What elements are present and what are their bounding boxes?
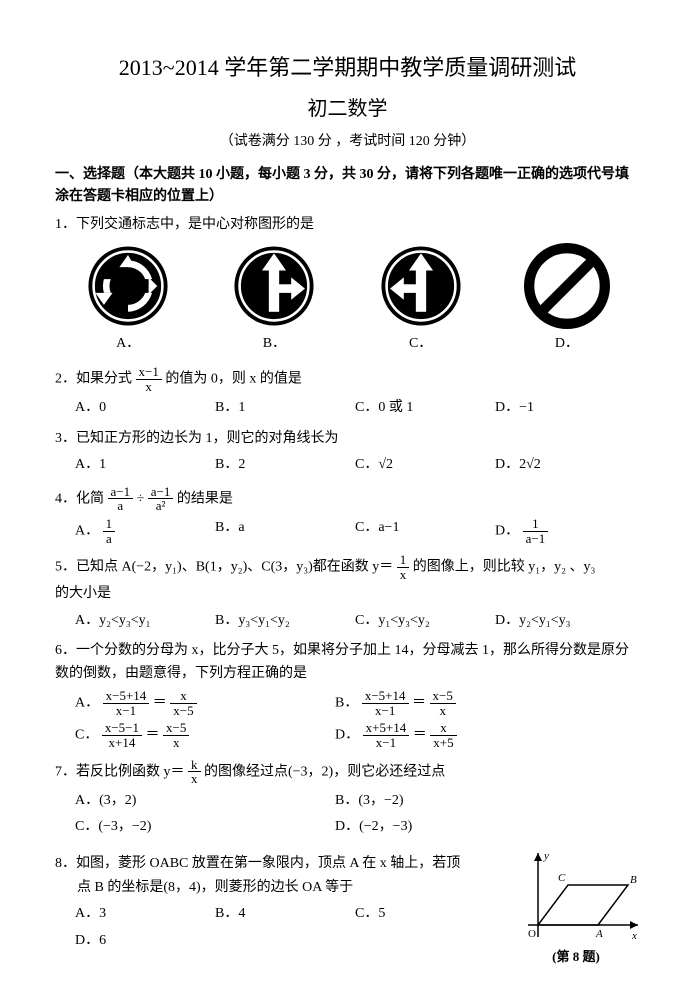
- question-1: 1．下列交通标志中，是中心对称图形的是: [55, 214, 640, 236]
- q3-option-a: A．1: [75, 452, 215, 478]
- q1-signs: A． B． C．: [55, 243, 640, 355]
- q4-option-b: B．a: [215, 515, 355, 547]
- q2-option-b: B．1: [215, 395, 355, 421]
- sign-a-roundabout-icon: [85, 243, 171, 329]
- q5-option-b: B．y₃<y₁<y₂: [215, 608, 355, 634]
- question-4: 4．化简 a−1a ÷ a−1a² 的结果是: [55, 485, 640, 513]
- svg-text:B: B: [630, 874, 637, 886]
- q8-caption: (第 8 题): [512, 947, 640, 968]
- question-2: 2．如果分式 x−1x 的值为 0，则 x 的值是: [55, 365, 640, 393]
- q6-option-d: D． x+5+14x−1 ＝ xx+5: [335, 719, 595, 751]
- q5-option-a: A．y₂<y₃<y₁: [75, 608, 215, 634]
- question-8-line1: 8．如图，菱形 OABC 放置在第一象限内，顶点 A 在 x 轴上，若顶: [55, 853, 512, 875]
- sign-b-straight-right-icon: [231, 243, 317, 329]
- q6-option-c: C． x−5−1x+14 ＝ x−5x: [75, 719, 335, 751]
- q7-option-a: A．(3，2): [75, 788, 335, 814]
- q7-options: A．(3，2) B．(3，−2) C．(−3，−2) D．(−2，−3): [75, 788, 640, 841]
- svg-text:x: x: [631, 930, 637, 942]
- q2-option-d: D．−1: [495, 395, 635, 421]
- q4-option-d: D． 1a−1: [495, 515, 635, 547]
- q8-options: A．3 B．4 C．5 D．6: [75, 901, 512, 954]
- q2-option-c: C．0 或 1: [355, 395, 495, 421]
- question-6: 6．一个分数的分母为 x，比分子大 5，如果将分子加上 14，分母减去 1，那么…: [55, 640, 640, 685]
- svg-text:A: A: [595, 928, 603, 940]
- svg-text:C: C: [558, 872, 566, 884]
- q6-options: A． x−5+14x−1 ＝ xx−5 B． x−5+14x−1 ＝ x−5x …: [75, 687, 640, 752]
- q7-option-d: D．(−2，−3): [335, 814, 595, 840]
- svg-text:y: y: [543, 850, 549, 862]
- exam-title: 2013~2014 学年第二学期期中教学质量调研测试: [55, 50, 640, 85]
- question-7: 7．若反比例函数 y＝ kx 的图像经过点(−3，2)，则它必还经过点: [55, 758, 640, 786]
- q4-option-c: C．a−1: [355, 515, 495, 547]
- q5-option-c: C．y₁<y₃<y₂: [355, 608, 495, 634]
- q1-option-b-label: B．: [231, 333, 317, 355]
- question-5: 5．已知点 A(−2，y₁)、B(1，y₂)、C(3，y₃)都在函数 y＝ 1x…: [55, 553, 640, 581]
- q5-options: A．y₂<y₃<y₁ B．y₃<y₁<y₂ C．y₁<y₃<y₂ D．y₂<y₁…: [75, 608, 640, 634]
- exam-subject: 初二数学: [55, 93, 640, 125]
- q8-option-d: D．6: [75, 928, 215, 954]
- q8-option-c: C．5: [355, 901, 495, 927]
- q4-options: A． 1a B．a C．a−1 D． 1a−1: [75, 515, 640, 547]
- question-3: 3．已知正方形的边长为 1，则它的对角线长为: [55, 428, 640, 450]
- q1-option-c-label: C．: [378, 333, 464, 355]
- q4-option-a: A． 1a: [75, 515, 215, 547]
- q3-option-d: D．2√2: [495, 452, 635, 478]
- svg-text:O: O: [528, 928, 536, 940]
- q8-option-a: A．3: [75, 901, 215, 927]
- question-8-line2: 点 B 的坐标是(8，4)，则菱形的边长 OA 等于: [77, 877, 512, 899]
- q7-option-b: B．(3，−2): [335, 788, 595, 814]
- q5-option-d: D．y₂<y₁<y₃: [495, 608, 635, 634]
- sign-c-straight-left-icon: [378, 243, 464, 329]
- q8-diagram-icon: O A B C x y: [520, 847, 640, 947]
- question-5-line2: 的大小是: [55, 583, 640, 605]
- q3-options: A．1 B．2 C．√2 D．2√2: [75, 452, 640, 478]
- q3-option-c: C．√2: [355, 452, 495, 478]
- exam-info: （试卷满分 130 分 ，考试时间 120 分钟）: [55, 131, 640, 153]
- q3-option-b: B．2: [215, 452, 355, 478]
- q6-option-a: A． x−5+14x−1 ＝ xx−5: [75, 687, 335, 719]
- section-1-heading: 一、选择题（本大题共 10 小题，每小题 3 分，共 30 分，请将下列各题唯一…: [55, 164, 640, 209]
- q2-option-a: A．0: [75, 395, 215, 421]
- q8-option-b: B．4: [215, 901, 355, 927]
- sign-d-prohibition-icon: [524, 243, 610, 329]
- q1-option-d-label: D．: [524, 333, 610, 355]
- q6-option-b: B． x−5+14x−1 ＝ x−5x: [335, 687, 595, 719]
- q1-option-a-label: A．: [85, 333, 171, 355]
- q7-option-c: C．(−3，−2): [75, 814, 335, 840]
- q2-options: A．0 B．1 C．0 或 1 D．−1: [75, 395, 640, 421]
